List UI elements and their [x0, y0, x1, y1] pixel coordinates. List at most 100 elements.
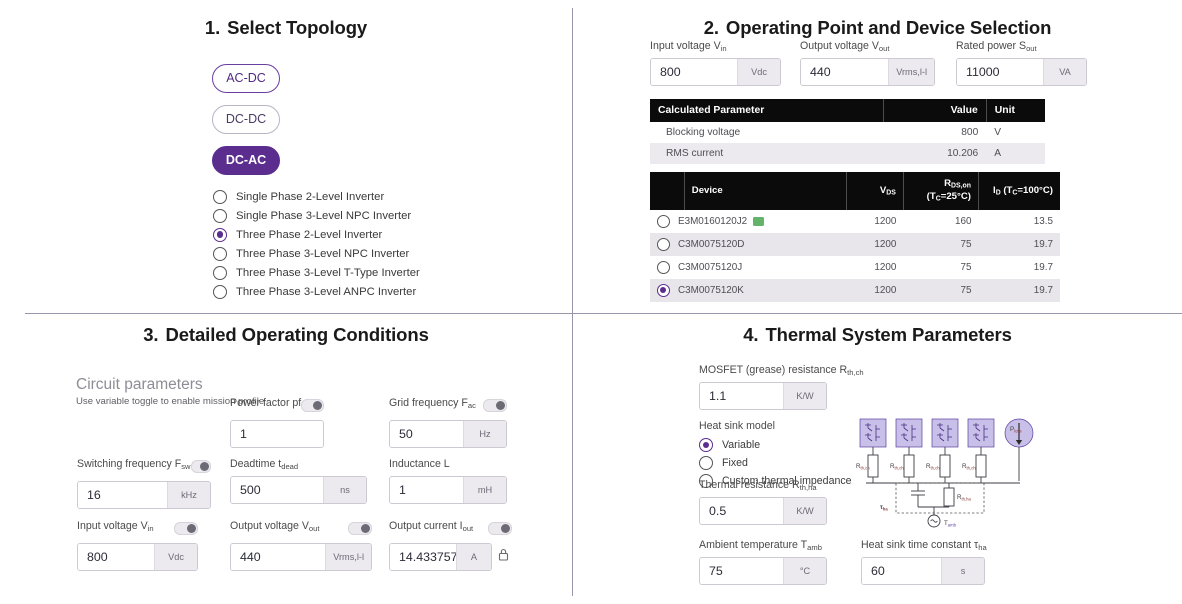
field-label-main: Thermal resistance R — [699, 479, 800, 491]
svg-text:Rth,ch: Rth,ch — [890, 463, 904, 470]
radio-icon[interactable] — [213, 246, 227, 261]
mosfet-resistance-group[interactable]: 1.1 K/W — [699, 381, 827, 410]
variable-toggle[interactable] — [348, 522, 372, 536]
field-label: Rated power Sout — [956, 40, 1087, 53]
thermal-resistance-group[interactable]: 0.5 K/W — [699, 496, 827, 525]
field-label-sub: out — [462, 523, 474, 533]
variable-toggle[interactable] — [488, 522, 512, 536]
radio-icon-selected[interactable] — [657, 284, 670, 298]
topology-option-three-phase-3-level-t-type[interactable]: Three Phase 3-Level T-Type Inverter — [213, 263, 572, 282]
rated-power-group[interactable]: 11000 VA — [956, 57, 1087, 86]
ambient-temperature-value[interactable]: 75 — [700, 557, 783, 584]
radio-icon[interactable] — [213, 265, 227, 280]
th-rds-cond-sub: C — [935, 195, 941, 203]
device-cell[interactable]: C3M0075120J — [650, 256, 847, 280]
output-current-value[interactable]: 14.433757 — [390, 543, 458, 570]
field-label-main: Rated power S — [956, 40, 1027, 52]
field-label: Thermal resistance Rth,ha — [699, 479, 827, 492]
topology-option-single-phase-3-level-npc[interactable]: Single Phase 3-Level NPC Inverter — [213, 206, 572, 225]
table-row[interactable]: C3M0075120J 1200 75 19.7 — [650, 256, 1060, 280]
variable-toggle[interactable] — [190, 460, 211, 474]
power-factor-group[interactable]: 1 — [230, 419, 324, 448]
section-1-title: 1. Select Topology — [0, 17, 572, 39]
rated-power-value[interactable]: 11000 — [957, 58, 1043, 85]
radio-icon[interactable] — [699, 474, 713, 488]
output-voltage-detail-group[interactable]: 440 Vrms,l-l — [230, 542, 372, 571]
device-cell[interactable]: C3M0075120D — [650, 233, 847, 257]
topology-pill-dc-ac[interactable]: DC-AC — [212, 146, 280, 175]
radio-icon[interactable] — [213, 284, 227, 299]
th-vds-sub: DS — [886, 189, 896, 197]
radio-icon[interactable] — [213, 189, 227, 204]
th-select — [650, 172, 685, 211]
mosfet-resistance-value[interactable]: 1.1 — [700, 382, 783, 409]
topology-pill-dc-dc[interactable]: DC-DC — [212, 105, 280, 134]
radio-icon[interactable] — [699, 456, 713, 470]
field-label: Input voltage Vin — [77, 520, 154, 533]
output-current-group[interactable]: 14.433757 A — [389, 542, 492, 571]
thermal-resistance-value[interactable]: 0.5 — [700, 497, 783, 524]
grid-frequency-group[interactable]: 50 Hz — [389, 419, 507, 448]
topology-option-list: Single Phase 2-Level Inverter Single Pha… — [212, 187, 572, 301]
radio-icon[interactable] — [657, 238, 670, 252]
input-voltage-detail-group[interactable]: 800 Vdc — [77, 542, 198, 571]
calc-param-unit: A — [986, 143, 1045, 164]
output-voltage-detail-value[interactable]: 440 — [231, 543, 326, 570]
power-factor-value[interactable]: 1 — [231, 420, 323, 447]
topology-option-label: Three Phase 3-Level T-Type Inverter — [236, 266, 420, 279]
input-voltage-detail-value[interactable]: 800 — [78, 543, 154, 570]
heat-sink-option-fixed[interactable]: Fixed — [699, 454, 852, 472]
variable-toggle[interactable] — [174, 522, 198, 536]
device-cell[interactable]: C3M0075120K — [650, 279, 847, 303]
topology-option-three-phase-3-level-anpc[interactable]: Three Phase 3-Level ANPC Inverter — [213, 282, 572, 301]
grid-frequency-unit: Hz — [463, 420, 506, 447]
grid-frequency-value[interactable]: 50 — [390, 420, 463, 447]
output-voltage-group[interactable]: 440 Vrms,l-l — [800, 57, 935, 86]
section-1-label: Select Topology — [227, 17, 368, 38]
topology-option-single-phase-2-level[interactable]: Single Phase 2-Level Inverter — [213, 187, 572, 206]
switching-frequency-group[interactable]: 16 kHz — [77, 480, 211, 509]
output-voltage-value[interactable]: 440 — [801, 58, 889, 85]
radio-icon[interactable] — [657, 261, 670, 275]
radio-icon-selected[interactable] — [699, 438, 713, 452]
calculated-parameter-table: Calculated Parameter Value Unit Blocking… — [650, 99, 1045, 164]
th-rds-cond-end: =25°C) — [940, 191, 971, 203]
table-row-selected[interactable]: C3M0075120K 1200 75 19.7 — [650, 279, 1060, 303]
radio-icon-selected[interactable] — [213, 227, 227, 242]
heat-sink-option-variable[interactable]: Variable — [699, 436, 852, 454]
calc-param-value: 10.206 — [883, 143, 987, 164]
deadtime-group[interactable]: 500 ns — [230, 475, 367, 504]
input-voltage-group[interactable]: 800 Vdc — [650, 57, 781, 86]
time-constant-group[interactable]: 60 s — [861, 556, 985, 585]
switching-frequency-value[interactable]: 16 — [78, 481, 167, 508]
variable-toggle[interactable] — [483, 399, 507, 413]
ambient-temperature-group[interactable]: 75 °C — [699, 556, 827, 585]
inductance-group[interactable]: 1 mH — [389, 475, 507, 504]
field-label-main: Output voltage V — [800, 40, 879, 52]
deadtime-value[interactable]: 500 — [231, 476, 323, 503]
time-constant-value[interactable]: 60 — [862, 557, 941, 584]
variable-toggle[interactable] — [301, 399, 324, 413]
th-id-cond: (T — [1003, 184, 1013, 196]
topology-option-three-phase-3-level-npc[interactable]: Three Phase 3-Level NPC Inverter — [213, 244, 572, 263]
device-cell[interactable]: E3M0160120J2 — [650, 210, 847, 234]
table-row[interactable]: C3M0075120D 1200 75 19.7 — [650, 233, 1060, 257]
heat-sink-option-custom[interactable]: Custom thermal impedance — [699, 472, 852, 490]
table-row[interactable]: E3M0160120J2 1200 160 13.5 — [650, 210, 1060, 234]
lock-icon[interactable] — [498, 548, 509, 566]
calc-param-unit: V — [986, 122, 1045, 143]
input-voltage-value[interactable]: 800 — [651, 58, 737, 85]
device-id: 13.5 — [978, 210, 1060, 234]
section-2-label: Operating Point and Device Selection — [725, 17, 1052, 38]
topology-pill-ac-dc[interactable]: AC-DC — [212, 64, 280, 93]
th-unit: Unit — [986, 99, 1045, 122]
inductance-value[interactable]: 1 — [390, 476, 463, 503]
circuit-parameters-subtitle: Circuit parameters — [76, 376, 203, 393]
radio-icon[interactable] — [213, 208, 227, 223]
device-name: C3M0075120D — [678, 239, 745, 251]
topology-option-three-phase-2-level[interactable]: Three Phase 2-Level Inverter — [213, 225, 572, 244]
radio-icon[interactable] — [657, 215, 670, 229]
th-id-cond-end: =100°C) — [1017, 184, 1053, 196]
topology-option-label: Three Phase 3-Level ANPC Inverter — [236, 285, 417, 298]
